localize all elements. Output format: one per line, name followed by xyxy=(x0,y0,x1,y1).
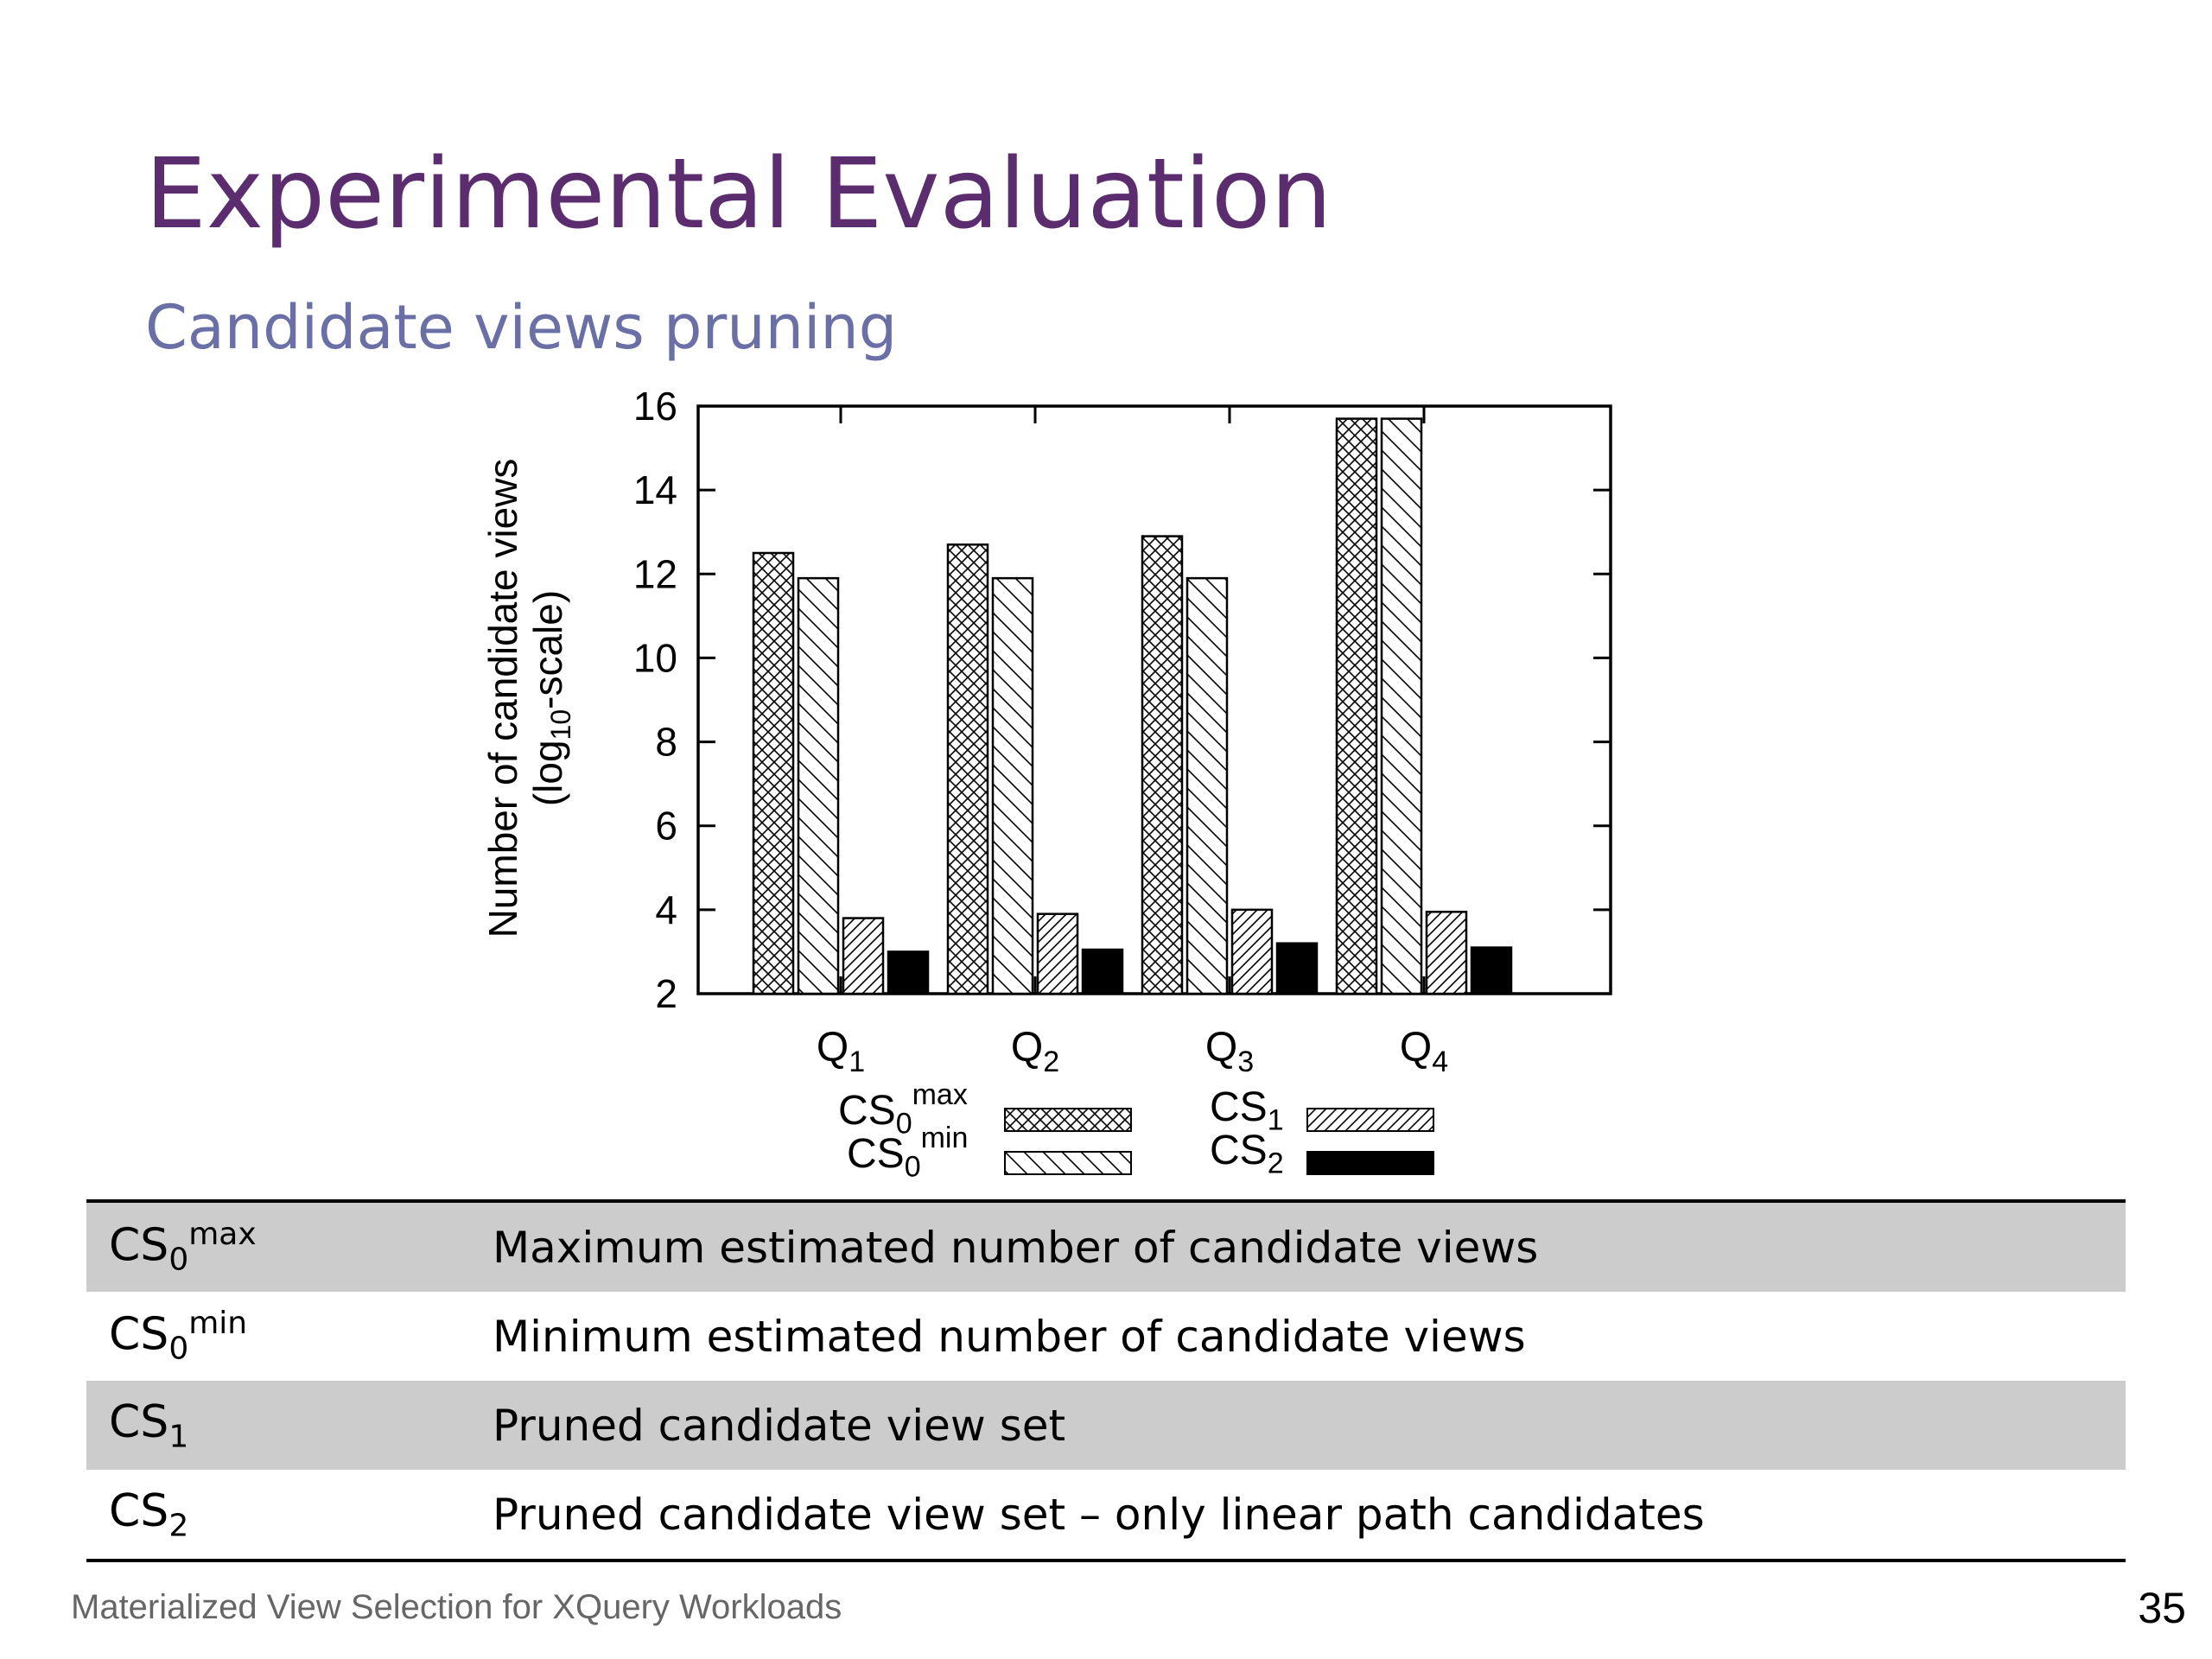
bar-cs2-1 xyxy=(887,950,930,995)
y-axis-label: Number of candidate views xyxy=(480,459,525,938)
table-description: Minimum estimated number of candidate vi… xyxy=(493,1311,1526,1362)
x-tick-label: Q2 xyxy=(1011,1025,1059,1078)
y-axis-label-scale: (log10-scale) xyxy=(525,590,576,806)
definitions-table: CS0max Maximum estimated number of candi… xyxy=(86,1199,2126,1562)
bar-cs2-2 xyxy=(1081,948,1124,995)
slide-footer: Materialized View Selection for XQuery W… xyxy=(71,1588,842,1626)
table-row: CS0max Maximum estimated number of candi… xyxy=(86,1203,2126,1292)
slide-subtitle: Candidate views pruning xyxy=(145,292,898,363)
bar-cs0min-1 xyxy=(797,576,840,995)
bar-cs1-1 xyxy=(842,917,885,995)
table-description: Pruned candidate view set xyxy=(493,1400,1066,1451)
bar-cs0min-2 xyxy=(991,576,1034,995)
bar-cs2-3 xyxy=(1275,942,1319,995)
y-tick-label: 4 xyxy=(655,887,677,932)
y-tick-label: 2 xyxy=(655,971,677,1016)
bar-cs0max-3 xyxy=(1141,535,1184,995)
table-symbol: CS2 xyxy=(109,1484,189,1544)
x-tick-label: Q3 xyxy=(1205,1025,1254,1078)
legend-swatch-cs0min xyxy=(1004,1151,1132,1175)
y-tick-label: 6 xyxy=(655,804,677,849)
slide-title: Experimental Evaluation xyxy=(145,138,1332,251)
table-row: CS2 Pruned candidate view set – only lin… xyxy=(86,1470,2126,1559)
legend-label-cs1: CS1 xyxy=(1210,1084,1284,1137)
bar-cs0min-3 xyxy=(1185,576,1229,995)
table-row: CS1 Pruned candidate view set xyxy=(86,1381,2126,1470)
bar-cs0max-4 xyxy=(1335,417,1378,995)
legend-label-cs0min: CS0min xyxy=(847,1122,969,1184)
bar-chart: 2 4 6 8 10 12 14 16 Q1 Q2 Q3 Q4 Number of candidate… xyxy=(480,384,1612,1078)
page-number: 35 xyxy=(2138,1584,2186,1632)
y-tick-label: 8 xyxy=(655,720,677,765)
legend-swatch-cs2 xyxy=(1306,1151,1434,1175)
legend-label-cs2: CS2 xyxy=(1210,1128,1284,1180)
chart-legend: CS0max CS0min CS1 CS2 xyxy=(830,1078,1452,1203)
y-tick-label: 12 xyxy=(633,551,677,596)
table-description: Maximum estimated number of candidate vi… xyxy=(493,1222,1539,1273)
legend-label-cs0max: CS0max xyxy=(838,1078,968,1141)
table-symbol: CS1 xyxy=(109,1395,189,1455)
table-symbol: CS0min xyxy=(109,1306,248,1367)
legend-swatch-cs0max xyxy=(1004,1108,1132,1132)
table-description: Pruned candidate view set – only linear … xyxy=(493,1489,1705,1540)
table-symbol: CS0max xyxy=(109,1217,257,1278)
y-tick-label: 14 xyxy=(633,467,677,512)
bar-cs0min-4 xyxy=(1380,417,1423,995)
bar-cs1-3 xyxy=(1230,908,1274,995)
y-tick-label: 16 xyxy=(633,384,677,429)
bar-cs0max-1 xyxy=(752,551,795,995)
bar-cs0max-2 xyxy=(946,543,989,995)
legend-swatch-cs1 xyxy=(1306,1108,1434,1132)
table-row: CS0min Minimum estimated number of candi… xyxy=(86,1292,2126,1381)
bar-cs1-2 xyxy=(1036,912,1079,995)
bar-cs1-4 xyxy=(1425,911,1468,995)
x-tick-label: Q4 xyxy=(1400,1025,1448,1078)
bar-cs2-4 xyxy=(1470,946,1513,995)
x-tick-label: Q1 xyxy=(817,1025,865,1078)
y-tick-label: 10 xyxy=(633,635,677,680)
